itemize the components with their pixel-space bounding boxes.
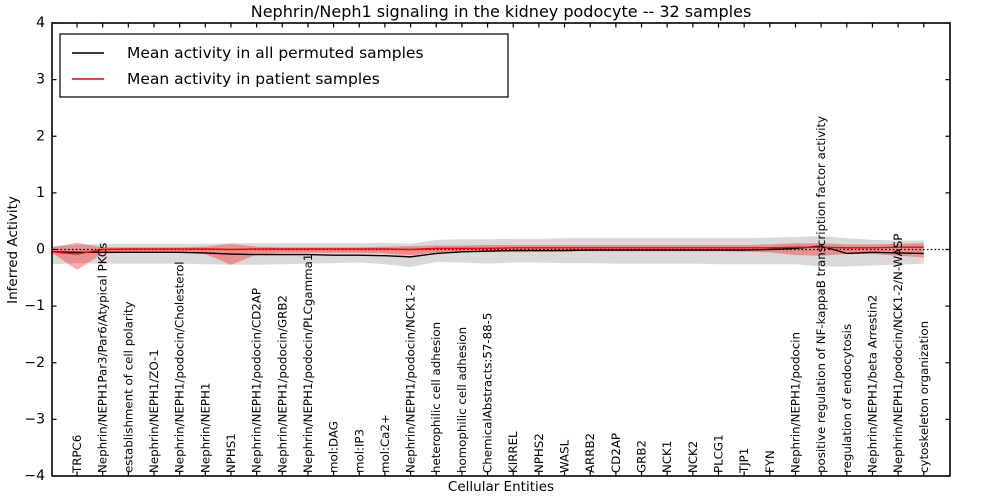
x-tick-label: Nephrin/NEPH1/podocin/PLCgamma1 bbox=[301, 254, 315, 473]
x-tick-label: Nephrin/NEPH1/podocin bbox=[788, 332, 802, 473]
x-tick-label: Nephrin/NEPH1/podocin/NCK1-2 bbox=[404, 284, 418, 473]
plot-frame bbox=[51, 22, 951, 477]
x-tick-label: mol:Ca2+ bbox=[378, 414, 392, 473]
y-axis-label: Inferred Activity bbox=[5, 196, 21, 304]
x-tick-labels: TRPC6 Nephrin/NEPH1Par3/Par6/Atypical PKC… bbox=[70, 116, 931, 474]
x-tick-label: homophilic cell adhesion bbox=[455, 327, 469, 473]
x-tick-label: heterophilic cell adhesion bbox=[429, 322, 443, 473]
x-tick-label: Nephrin/NEPH1/podocin/Cholesterol bbox=[173, 261, 187, 473]
x-tick-label: NCK2 bbox=[686, 441, 700, 473]
x-tick-label: Nephrin/NEPH1/podocin/GRB2 bbox=[275, 295, 289, 473]
x-tick-label: establishment of cell polarity bbox=[121, 301, 135, 473]
x-tick-label: KIRREL bbox=[506, 431, 520, 473]
legend: Mean activity in all permuted samples Me… bbox=[59, 33, 509, 98]
x-tick-label: NPHS2 bbox=[532, 433, 546, 473]
x-tick-label: Nephrin/NEPH1 bbox=[198, 383, 212, 473]
legend-label-patient: Mean activity in patient samples bbox=[127, 70, 380, 88]
x-tick-label: CD2AP bbox=[609, 433, 623, 473]
y-tick-label: 0 bbox=[36, 242, 45, 258]
y-tick-label: −3 bbox=[24, 411, 45, 427]
x-tick-label: NPHS1 bbox=[224, 433, 238, 473]
y-tick-label: 4 bbox=[36, 15, 45, 31]
line-permuted bbox=[51, 245, 924, 258]
x-tick-label: GRB2 bbox=[635, 440, 649, 473]
x-tick-label: Nephrin/NEPH1/beta Arrestin2 bbox=[865, 295, 879, 473]
x-tick-label: Nephrin/NEPH1/podocin/CD2AP bbox=[250, 288, 264, 473]
chart-title: Nephrin/Neph1 signaling in the kidney po… bbox=[251, 2, 752, 21]
data-lines bbox=[51, 245, 949, 258]
x-tick-label: NCK1 bbox=[660, 441, 674, 473]
y-tick-labels: −4 −3 −2 −1 0 1 2 3 4 bbox=[24, 15, 45, 484]
y-tick-label: −4 bbox=[24, 468, 45, 484]
x-tick-label: ARRB2 bbox=[583, 433, 597, 473]
y-tick-label: 2 bbox=[36, 128, 45, 144]
x-tick-label: cytoskeleton organization bbox=[917, 321, 931, 473]
x-tick-label: mol:IP3 bbox=[352, 429, 366, 473]
line-patient bbox=[51, 246, 924, 255]
y-tick-label: 3 bbox=[36, 72, 45, 88]
x-tick-label: Nephrin/NEPH1/podocin/NCK1-2/N-WASP bbox=[891, 234, 905, 473]
x-axis-label: Cellular Entities bbox=[448, 479, 554, 495]
x-tick-label: PLCG1 bbox=[712, 434, 726, 473]
y-tick-label: −1 bbox=[24, 298, 45, 314]
x-tick-label: Nephrin/NEPH1Par3/Par6/Atypical PKCs bbox=[96, 243, 110, 473]
legend-box bbox=[59, 33, 509, 98]
x-tick-label: regulation of endocytosis bbox=[840, 324, 854, 473]
x-tick-label: ChemicalAbstracts:57-88-5 bbox=[481, 313, 495, 473]
y-tick-label: −2 bbox=[24, 355, 45, 371]
x-tick-label: Nephrin/NEPH1/ZO-1 bbox=[147, 349, 161, 473]
x-tick-label: positive regulation of NF-kappaB transcr… bbox=[814, 116, 828, 473]
x-tick-label: WASL bbox=[558, 439, 572, 473]
x-tick-label: TJP1 bbox=[737, 448, 751, 474]
x-tick-label: mol:DAG bbox=[327, 421, 341, 473]
legend-label-permuted: Mean activity in all permuted samples bbox=[127, 44, 424, 62]
x-tick-label: FYN bbox=[763, 450, 777, 473]
y-tick-label: 1 bbox=[36, 185, 45, 201]
x-tick-label: TRPC6 bbox=[70, 435, 84, 474]
